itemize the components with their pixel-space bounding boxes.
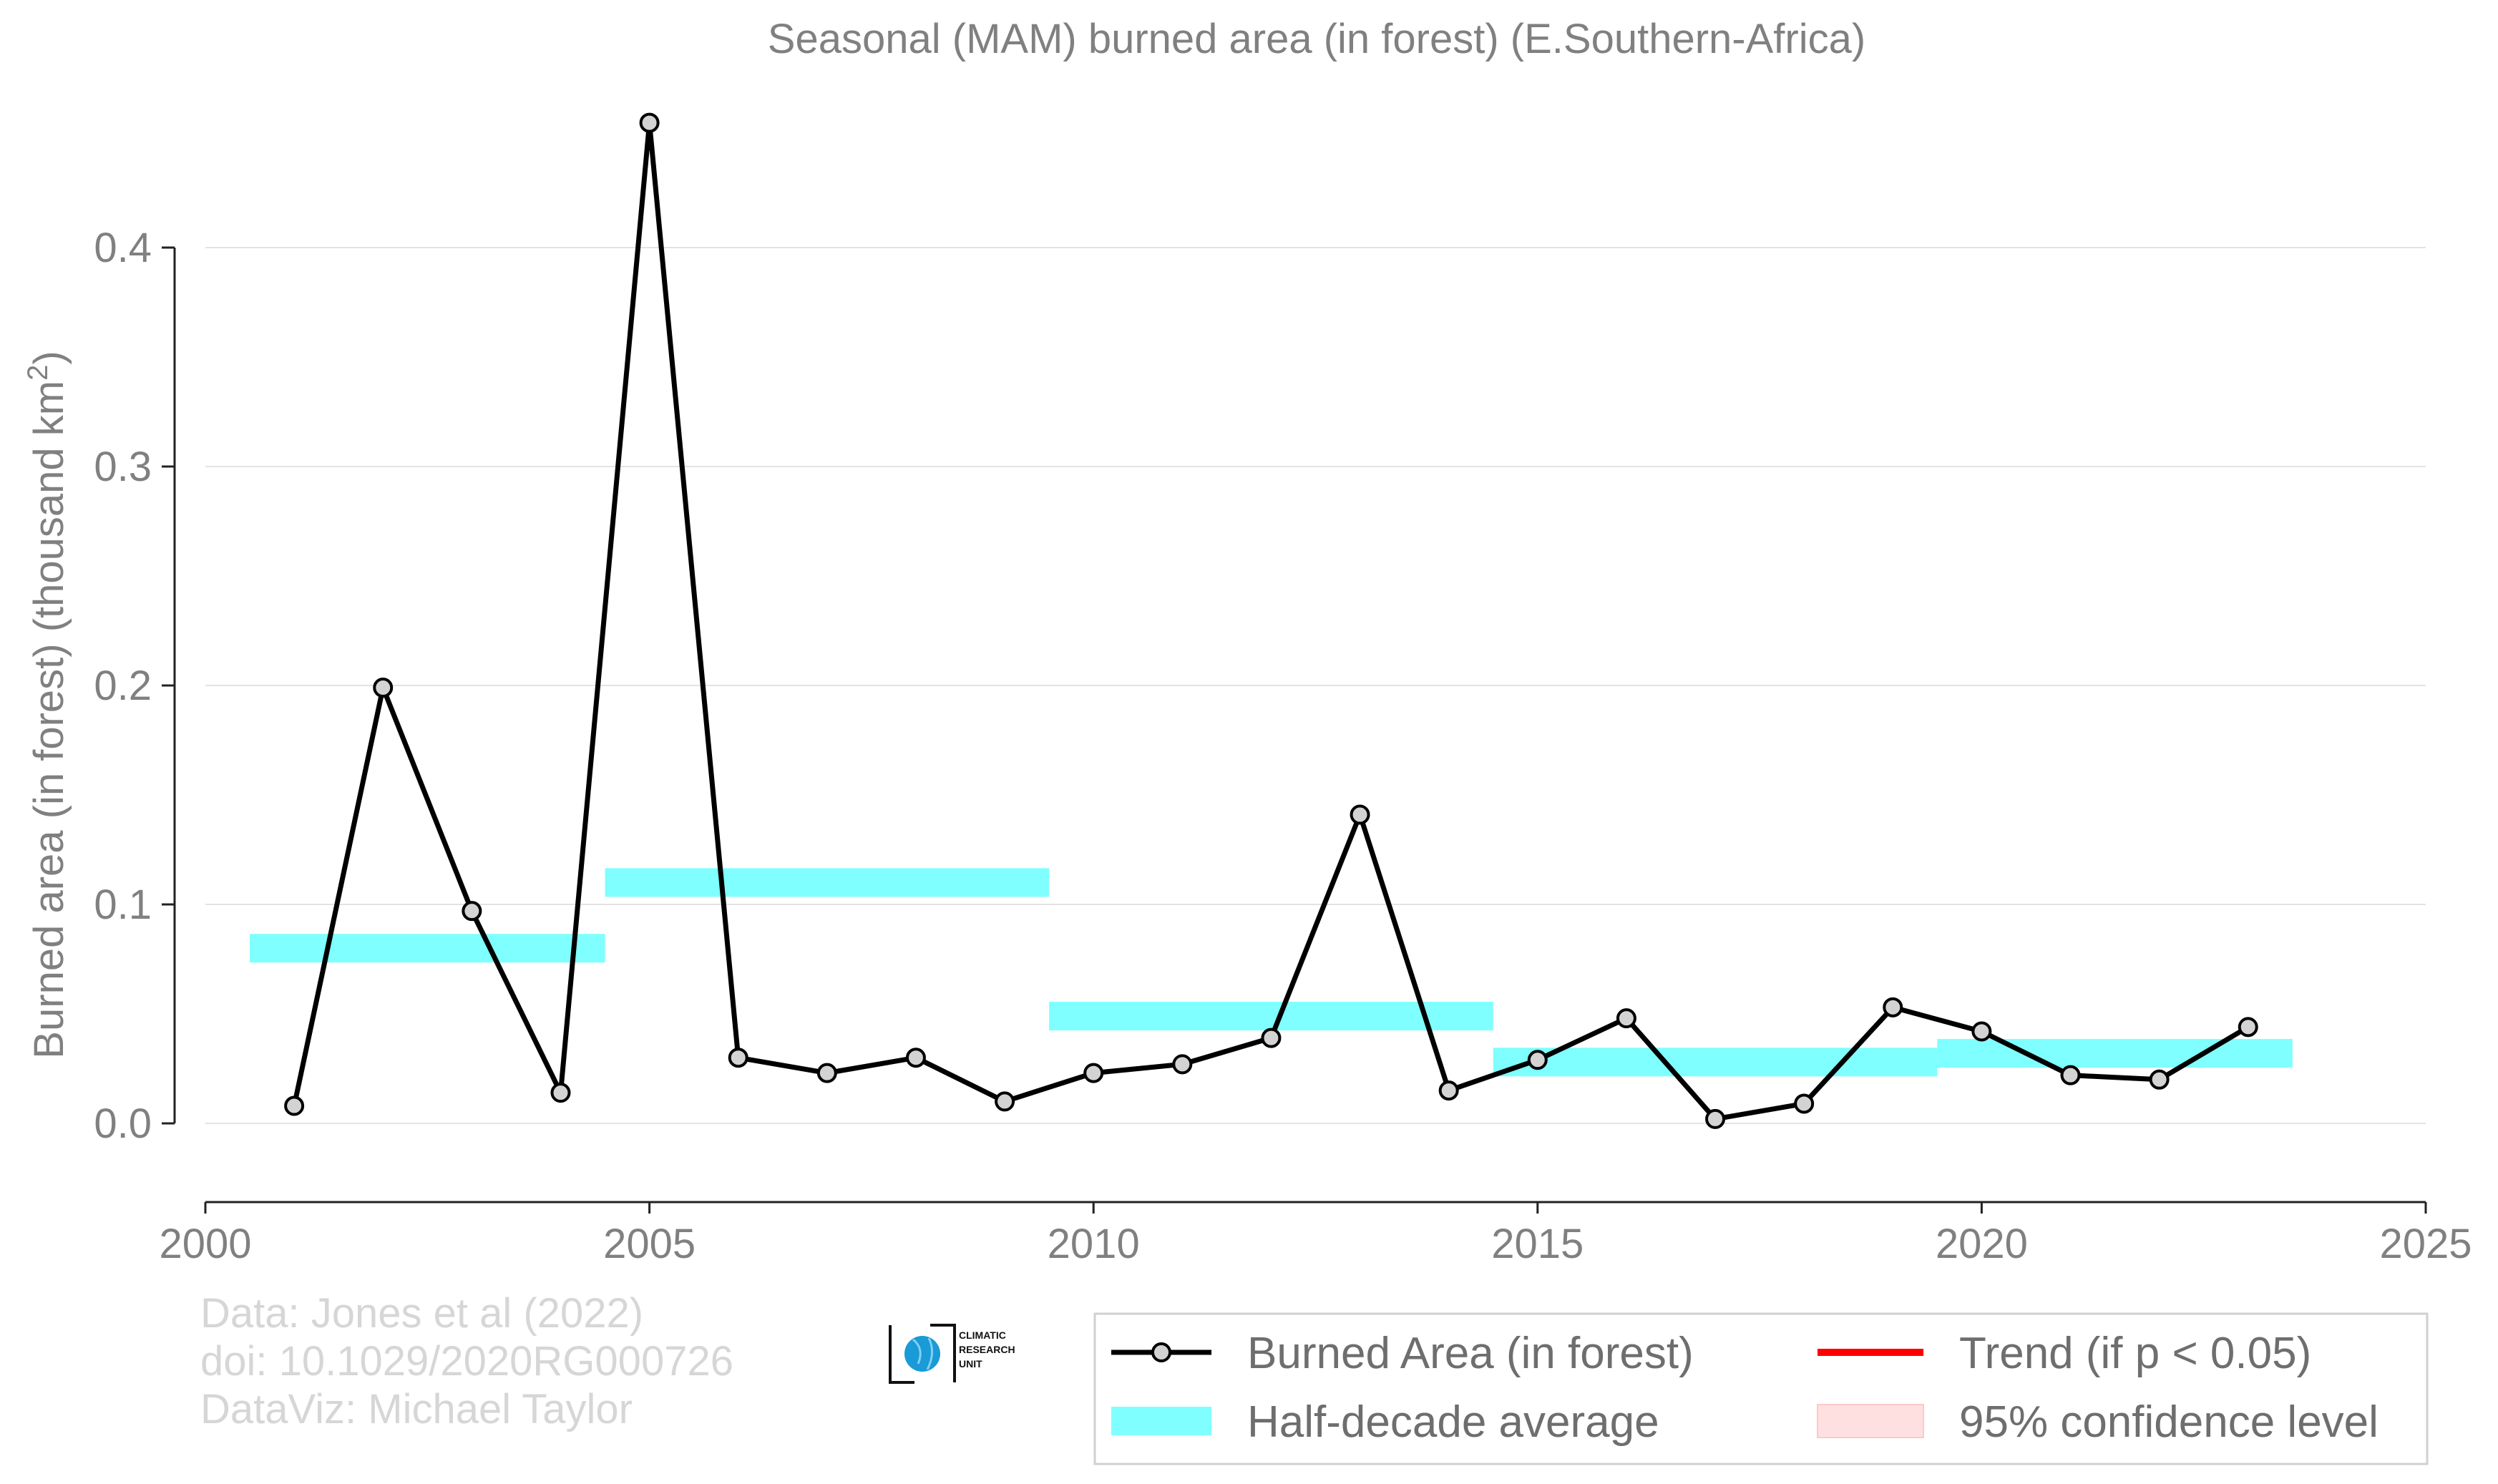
logo-line-2: RESEARCH <box>959 1344 1015 1355</box>
logo-line-3: UNIT <box>959 1358 982 1370</box>
data-point <box>550 1083 571 1103</box>
credit-doi: doi: 10.1029/2020RG000726 <box>200 1338 733 1385</box>
burned-area-series <box>284 112 2258 1129</box>
legend-label-confidence: 95% confidence level <box>1959 1397 2379 1447</box>
cru-logo: CLIMATIC RESEARCH UNIT <box>889 1324 1015 1384</box>
data-point <box>1971 1021 1992 1042</box>
data-point <box>2238 1017 2258 1038</box>
burned-area-line <box>291 120 2250 1122</box>
data-point <box>1083 1063 1104 1083</box>
data-point <box>816 1063 837 1083</box>
legend-label-trend: Trend (if p < 0.05) <box>1959 1329 2311 1378</box>
half-decade-bands <box>250 868 2293 1077</box>
data-point <box>1172 1054 1193 1075</box>
data-point <box>284 1095 305 1116</box>
globe-icon <box>904 1336 940 1372</box>
data-point <box>728 1048 748 1068</box>
y-tick-label: 0.4 <box>94 225 152 271</box>
data-point <box>1616 1008 1636 1029</box>
data-point <box>1883 997 1903 1017</box>
gridlines <box>205 247 2426 1124</box>
x-tick-label: 2000 <box>159 1221 251 1267</box>
legend-swatch-confidence <box>1817 1404 1924 1438</box>
half-decade-band <box>605 868 1050 897</box>
data-point <box>1794 1093 1815 1114</box>
data-point <box>995 1091 1015 1112</box>
legend-box <box>1093 1312 2429 1465</box>
legend-label-half-decade: Half-decade average <box>1247 1397 1659 1447</box>
y-axis-title: Burned area (in forest) (thousand km2) <box>22 351 72 1058</box>
credit-dataviz: DataViz: Michael Taylor <box>200 1386 633 1432</box>
half-decade-band <box>1937 1039 2293 1068</box>
data-point <box>1350 804 1370 825</box>
half-decade-band <box>250 934 605 963</box>
data-point <box>905 1048 926 1068</box>
y-tick-label: 0.3 <box>94 444 152 490</box>
legend-marker-burned-area <box>1151 1342 1171 1362</box>
data-point <box>1261 1027 1282 1048</box>
y-tick-label: 0.2 <box>94 663 152 709</box>
x-tick-label: 2015 <box>1491 1221 1584 1267</box>
data-point <box>1705 1108 1726 1129</box>
data-point <box>1438 1080 1459 1101</box>
legend-swatch-half-decade <box>1111 1407 1211 1435</box>
x-tick-label: 2010 <box>1048 1221 1140 1267</box>
half-decade-band <box>1493 1048 1938 1077</box>
data-point <box>462 901 482 922</box>
legend: Burned Area (in forest) Trend (if p < 0.… <box>1093 1312 2429 1465</box>
data-point <box>639 112 660 133</box>
data-point <box>1527 1050 1548 1070</box>
credit-data: Data: Jones et al (2022) <box>200 1290 643 1337</box>
chart-title: Seasonal (MAM) burned area (in forest) (… <box>768 16 1865 62</box>
logo-line-1: CLIMATIC <box>959 1329 1006 1341</box>
y-tick-label: 0.1 <box>94 882 152 928</box>
data-point <box>2149 1069 2170 1090</box>
data-point <box>2060 1065 2081 1085</box>
x-tick-label: 2005 <box>603 1221 696 1267</box>
legend-label-burned-area: Burned Area (in forest) <box>1247 1329 1694 1378</box>
x-tick-label: 2025 <box>2379 1221 2472 1267</box>
y-tick-label: 0.0 <box>94 1100 152 1147</box>
x-tick-label: 2020 <box>1936 1221 2028 1267</box>
data-point <box>373 678 394 698</box>
axes: 0.0 0.1 0.2 0.3 0.4 2000 2005 2010 2015 2020 2025 <box>94 225 2472 1267</box>
